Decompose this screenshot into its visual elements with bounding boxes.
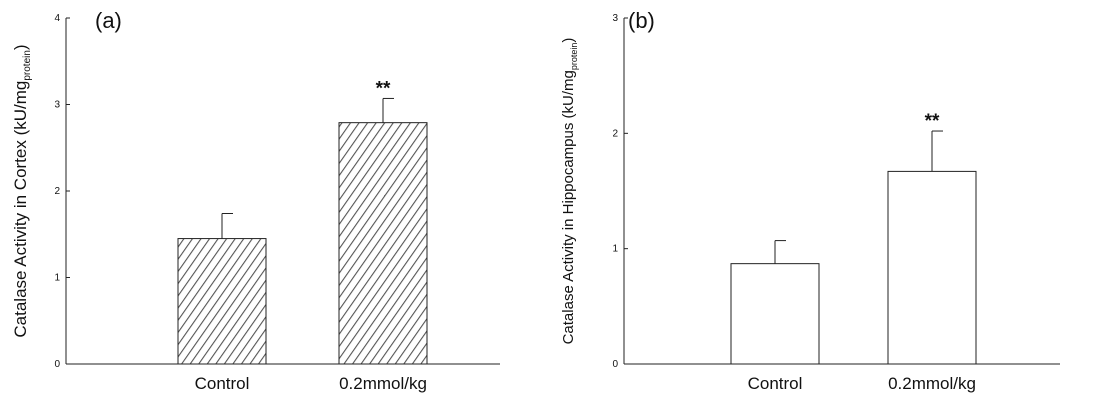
y-axis-label: Catalase Activity in Cortex (kU/mgprotei…: [11, 44, 33, 337]
x-tick-label: Control: [748, 374, 803, 393]
y-tick-label: 1: [54, 273, 60, 284]
y-tick-label: 3: [612, 13, 618, 24]
panel-label: (b): [628, 8, 655, 33]
bar: [731, 264, 819, 364]
significance-marker: **: [376, 78, 391, 99]
x-tick-label: Control: [195, 374, 250, 393]
y-tick-label: 0: [54, 359, 60, 370]
panel-label: (a): [95, 8, 122, 33]
chart-b: 0 1 2 3 Control ** 0.2mmol/kg (b) Catalase Ac…: [560, 8, 1060, 393]
x-tick-label: 0.2mmol/kg: [339, 374, 427, 393]
y-tick-label: 4: [54, 13, 60, 24]
y-tick-label: 0: [612, 359, 618, 370]
y-tick-label: 2: [54, 186, 60, 197]
chart-a: 0 1 2 3 4 Control ** 0.2mmol/kg (a) Catalase A…: [11, 8, 500, 393]
y-tick-label: 2: [612, 128, 618, 139]
y-tick-label: 1: [612, 244, 618, 255]
significance-marker: **: [925, 111, 940, 132]
y-axis-label: Catalase Activity in Hippocampus (kU/mgp…: [560, 38, 579, 345]
bar: [888, 171, 976, 364]
bar: [178, 239, 266, 364]
y-tick-label: 3: [54, 100, 60, 111]
x-tick-label: 0.2mmol/kg: [888, 374, 976, 393]
bar: [339, 123, 427, 364]
